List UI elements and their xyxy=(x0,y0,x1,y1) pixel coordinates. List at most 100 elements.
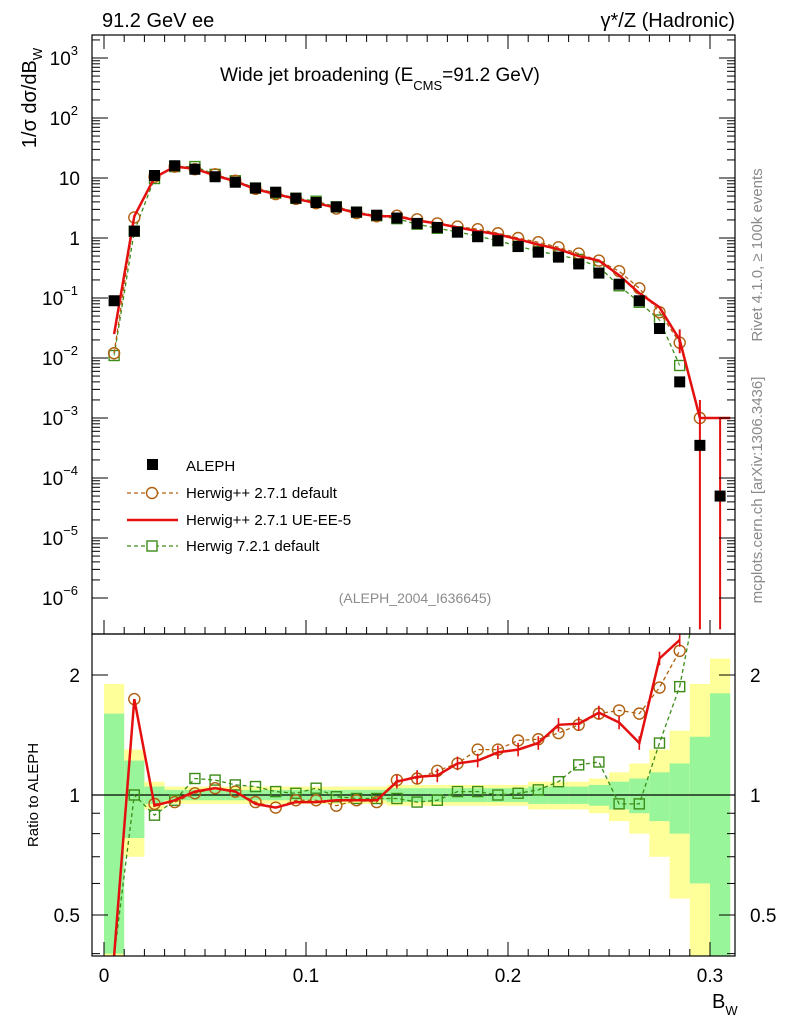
aleph-point xyxy=(613,278,625,290)
ratio-hpp-default-point xyxy=(289,794,303,807)
ratio-y-tick-label: 1 xyxy=(69,786,80,807)
rivet-label: Rivet 4.1.0, ≥ 100k events xyxy=(749,168,766,341)
ratio-h7-default-point xyxy=(270,785,282,798)
analysis-label: (ALEPH_2004_I636645) xyxy=(339,590,492,606)
ratio-hpp-default-point xyxy=(370,795,383,809)
mcplots-label: mcplots.cern.ch [arXiv:1306.3436] xyxy=(749,377,766,604)
ratio-h7-default-point xyxy=(573,759,585,771)
aleph-point xyxy=(411,217,423,229)
aleph-point xyxy=(472,231,484,243)
h7-default-point xyxy=(674,359,686,372)
x-tick-label: 0.3 xyxy=(697,966,723,987)
band-inner-bin xyxy=(124,760,145,839)
x-axis-label: BW xyxy=(712,991,738,1018)
ratio-h7-default-point xyxy=(552,775,565,788)
aleph-point xyxy=(532,246,544,258)
aleph-point xyxy=(310,197,322,209)
ratio-h7-default-point xyxy=(633,798,645,810)
ratio-h7-default-point xyxy=(189,772,201,785)
main-y-tick-label: 1 xyxy=(69,229,80,250)
ratio-h7-default-point xyxy=(229,779,242,791)
aleph-point xyxy=(452,226,463,238)
ratio-ylabel: Ratio to ALEPH xyxy=(25,743,42,847)
aleph-point xyxy=(593,267,605,279)
ratio-h7-tail xyxy=(679,633,691,687)
ratio-h7-default-point xyxy=(472,785,484,798)
aleph-point xyxy=(371,209,383,221)
ratio-h7-default-point xyxy=(512,787,524,799)
ratio-h7-default-point xyxy=(451,785,464,798)
ratio-h7-default-point xyxy=(330,791,342,803)
main-y-tick-label: 10−6 xyxy=(42,583,78,610)
ratio-h7-default-point xyxy=(411,796,423,808)
main-y-tick-label: 10−2 xyxy=(42,343,78,370)
header-left: 91.2 GeV ee xyxy=(102,10,214,32)
aleph-point xyxy=(189,163,201,175)
main-y-tick-label: 102 xyxy=(50,103,78,130)
band-inner-bin xyxy=(669,763,690,834)
ratio-h7-default-point xyxy=(290,787,302,799)
ratio-hpp-default-point xyxy=(633,707,646,720)
ratio-h7-default-point xyxy=(249,780,262,793)
ratio-h7-default-line xyxy=(113,686,681,957)
ratio-h7-default-point xyxy=(593,756,605,768)
main-plot xyxy=(107,160,731,630)
legend: ALEPH Herwig++ 2.7.1 default Herwig++ 2.… xyxy=(127,458,351,555)
legend-label-aleph: ALEPH xyxy=(186,458,235,475)
main-ylabel: 1/σ dσ/dBW xyxy=(19,47,45,148)
ratio-h7-default-point xyxy=(128,789,141,801)
aleph-point xyxy=(553,251,564,263)
ratio-y-tick-label-right: 1 xyxy=(750,786,761,807)
main-y-tick-label: 10 xyxy=(59,169,80,190)
aleph-point xyxy=(674,376,686,388)
main-y-tick-label: 10−4 xyxy=(42,463,78,490)
hpp-default-point xyxy=(107,347,121,360)
aleph-point xyxy=(694,439,706,451)
legend-label-hpp-ueee5: Herwig++ 2.7.1 UE-EE-5 xyxy=(186,512,351,529)
aleph-point xyxy=(229,176,241,188)
ratio-h7-default-point xyxy=(492,789,504,801)
aleph-point xyxy=(290,192,302,204)
aleph-point xyxy=(330,201,342,213)
aleph-point xyxy=(250,182,261,194)
aleph-point xyxy=(654,323,665,335)
ratio-h7-default-point xyxy=(431,794,443,806)
main-y-tick-label: 103 xyxy=(50,43,78,70)
ratio-plot xyxy=(92,633,735,957)
aleph-point xyxy=(169,160,181,172)
x-tick-label: 0 xyxy=(99,966,110,987)
ratio-hpp-default-point xyxy=(249,795,262,809)
ratio-h7-default-point xyxy=(209,774,221,786)
x-tick-label: 0.2 xyxy=(495,966,521,987)
main-y-tick-label: 10−3 xyxy=(42,403,78,430)
plot-title: Wide jet broadening (ECMS=91.2 GeV) xyxy=(220,65,540,93)
band-inner-bin xyxy=(104,713,125,954)
ratio-y-tick-label-right: 2 xyxy=(750,666,761,687)
aleph-point xyxy=(108,295,120,307)
legend-marker-h7-default xyxy=(146,540,158,552)
x-tick-label: 0.1 xyxy=(293,966,319,987)
aleph-point xyxy=(633,295,645,307)
main-y-tick-label: 10−5 xyxy=(42,523,78,550)
ratio-h7-default-point xyxy=(310,782,322,794)
band-inner-bin xyxy=(649,772,670,822)
legend-label-hpp-default: Herwig++ 2.7.1 default xyxy=(186,485,338,502)
legend-marker-hpp-default xyxy=(145,486,159,500)
aleph-point xyxy=(431,221,443,233)
ratio-y-tick-label: 2 xyxy=(69,666,80,687)
aleph-point xyxy=(128,225,140,237)
ratio-h7-default-point xyxy=(613,798,625,810)
ratio-h7-default-point xyxy=(391,792,403,805)
ratio-hpp-default-point xyxy=(309,794,323,807)
ratio-h7-default-point xyxy=(148,809,161,821)
aleph-point xyxy=(149,170,160,182)
ratio-h7-default-point xyxy=(532,784,544,796)
header-right: γ*/Z (Hadronic) xyxy=(601,10,735,32)
aleph-point xyxy=(512,241,524,253)
aleph-point xyxy=(714,490,726,502)
band-inner-bin xyxy=(710,693,731,956)
ratio-h7-default-point xyxy=(653,737,666,749)
legend-label-h7-default: Herwig 7.2.1 default xyxy=(186,538,320,555)
legend-marker-aleph xyxy=(147,459,158,470)
